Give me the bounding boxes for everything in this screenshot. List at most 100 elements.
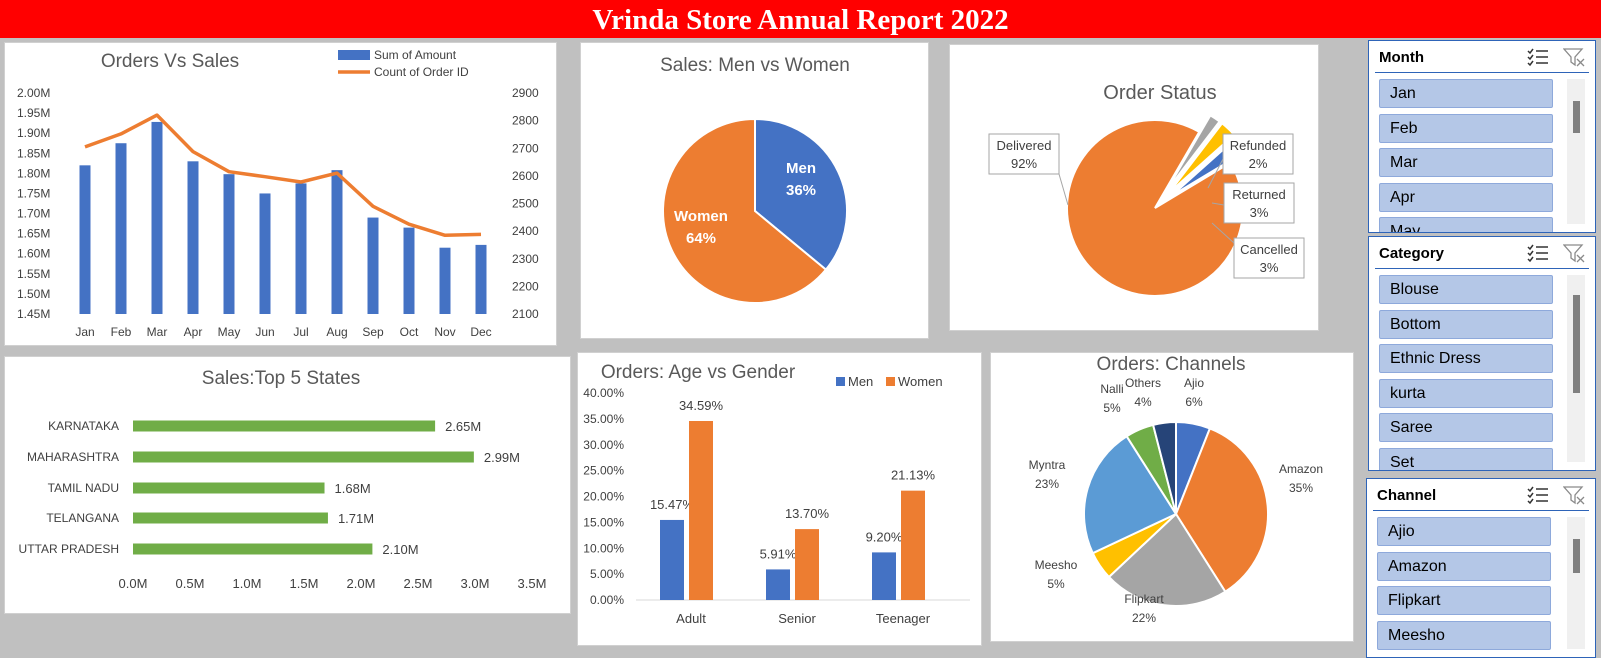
slice-name-label: Myntra [1029,458,1066,472]
channel-slicer[interactable]: Channel Ajio Amazon Flipkart Meesho [1366,478,1596,658]
slice-name-label: Women [674,208,728,225]
slice-name-label: Meesho [1035,558,1078,572]
slice-percent-label: 3% [1260,260,1279,275]
category-slicer-title: Category [1379,245,1445,262]
data-label-box [1233,237,1305,279]
scrollbar-thumb[interactable] [1573,539,1580,573]
clear-filter-icon[interactable] [1563,47,1585,67]
chart-title: Orders Vs Sales [101,51,239,72]
y-left-tick-label: 1.80M [17,166,50,180]
channel-item-ajio[interactable]: Ajio [1377,517,1551,546]
leader-line [1058,173,1069,206]
bar-sum-of-amount [187,161,199,314]
category-item-ethnic-dress[interactable]: Ethnic Dress [1379,344,1553,373]
x-tick-label: Feb [111,325,132,339]
slice-percent-label: 35% [1289,481,1313,495]
channel-item-meesho[interactable]: Meesho [1377,620,1551,650]
month-slicer[interactable]: Month Jan Feb Mar Apr May [1368,40,1596,233]
month-slicer-scrollbar[interactable] [1567,79,1585,224]
x-tick-label: Senior [778,611,816,626]
x-tick-label: Jun [255,325,274,339]
category-item-set[interactable]: Set [1379,447,1553,470]
x-tick-label: Oct [400,325,419,339]
bar-value-label: 13.70% [785,506,830,521]
month-item-mar[interactable]: Mar [1379,148,1553,177]
slice-percent-label: 23% [1035,477,1059,491]
bar-value-label: 2.99M [484,450,520,465]
channel-item-amazon[interactable]: Amazon [1377,551,1551,581]
slice-percent-label: 5% [1047,577,1065,591]
y-tick-label: 30.00% [583,438,624,452]
order-status-chart: Order Status Delivered 92% Refunded 2% Return… [988,82,1305,297]
category-item-bottom[interactable]: Bottom [1379,309,1553,339]
channel-slicer-scrollbar[interactable] [1567,517,1585,649]
bar-men [872,552,896,600]
slice-percent-label: 4% [1134,395,1152,409]
y-tick-label: 35.00% [583,412,624,426]
bar-sum-of-amount [439,247,451,314]
channel-slicer-title: Channel [1377,487,1437,504]
x-tick-label: Nov [434,325,455,339]
legend-label: Women [898,374,943,389]
pie-slice-others [1151,420,1177,515]
slicer-divider [1375,268,1589,269]
y-left-tick-label: 1.50M [17,287,50,301]
multi-select-icon[interactable] [1527,243,1549,263]
month-item-apr[interactable]: Apr [1379,182,1553,212]
x-tick-label: Adult [676,611,706,626]
y-left-tick-label: 1.65M [17,227,50,241]
legend-label: Men [848,374,873,389]
x-tick-label: 1.5M [290,576,319,591]
age-vs-gender-chart: Orders: Age vs Gender 0.00% 5.00% 10.00% 15.… [583,362,970,626]
y-right-tick-label: 2600 [512,169,539,183]
channel-item-flipkart[interactable]: Flipkart [1377,586,1551,615]
x-tick-label: Sep [362,325,384,339]
multi-select-icon[interactable] [1527,47,1549,67]
bar-men [660,519,684,600]
slice-name-label: Ajio [1184,376,1204,390]
month-item-may[interactable]: May [1379,217,1553,232]
slice-percent-label: 2% [1249,156,1268,171]
y-right-tick-label: 2800 [512,114,539,128]
bar-value-label: 9.20% [866,529,903,544]
data-label-box [1222,133,1294,175]
category-item-kurta[interactable]: kurta [1379,378,1553,408]
pie-slice-myntra [1083,434,1178,555]
bar-women [795,529,819,600]
category-label: TELANGANA [46,511,119,525]
slice-name-label: Nalli [1100,382,1123,396]
slice-percent-label: 5% [1103,401,1121,415]
scrollbar-thumb[interactable] [1573,101,1580,133]
chart-title: Orders: Age vs Gender [601,362,796,383]
bar-men [766,569,790,600]
category-label: KARNATAKA [48,419,119,433]
y-left-tick-label: 1.55M [17,267,50,281]
multi-select-icon[interactable] [1527,485,1549,505]
x-tick-label: 3.0M [461,576,490,591]
scrollbar-thumb[interactable] [1573,295,1580,393]
bar-state-sales [133,420,436,432]
legend-label: Sum of Amount [374,48,457,62]
clear-filter-icon[interactable] [1563,485,1585,505]
legend-swatch-bar [338,50,370,60]
bar-sum-of-amount [223,174,235,314]
category-item-blouse[interactable]: Blouse [1379,275,1553,304]
category-item-saree[interactable]: Saree [1379,413,1553,442]
clear-filter-icon[interactable] [1563,243,1585,263]
category-slicer-scrollbar[interactable] [1567,275,1585,462]
x-tick-label: 3.5M [518,576,547,591]
legend-swatch [886,377,895,386]
y-tick-label: 20.00% [583,490,624,504]
bar-value-label: 1.68M [335,481,371,496]
month-item-feb[interactable]: Feb [1379,113,1553,143]
legend-swatch [836,377,845,386]
y-left-tick-label: 1.75M [17,186,50,200]
month-item-jan[interactable]: Jan [1379,79,1553,108]
y-tick-label: 40.00% [583,386,624,400]
y-left-tick-label: 1.95M [17,106,50,120]
orders-vs-sales-chart: Orders Vs Sales 1.45M 1.50M 1.55M 1.60M 1.65M… [17,48,539,339]
category-slicer[interactable]: Category Blouse Bottom Ethnic Dress kurt… [1368,236,1596,471]
x-tick-label: 2.5M [404,576,433,591]
data-label-box [988,133,1060,175]
